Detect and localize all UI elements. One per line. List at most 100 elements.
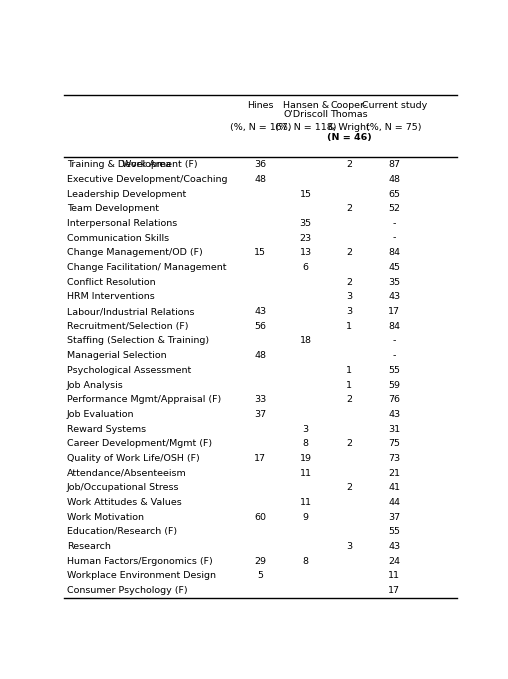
Text: -: - bbox=[393, 219, 396, 228]
Text: 17: 17 bbox=[388, 307, 400, 316]
Text: (%, N = 118): (%, N = 118) bbox=[275, 124, 336, 132]
Text: Education/Research (F): Education/Research (F) bbox=[67, 528, 177, 536]
Text: O'Driscoll: O'Driscoll bbox=[283, 110, 328, 120]
Text: 37: 37 bbox=[255, 410, 266, 419]
Text: Career Development/Mgmt (F): Career Development/Mgmt (F) bbox=[67, 439, 212, 448]
Text: 17: 17 bbox=[255, 454, 266, 463]
Text: 19: 19 bbox=[300, 454, 311, 463]
Text: -: - bbox=[393, 234, 396, 242]
Text: 37: 37 bbox=[388, 513, 400, 521]
Text: 56: 56 bbox=[255, 322, 266, 331]
Text: HRM Interventions: HRM Interventions bbox=[67, 293, 154, 301]
Text: 2: 2 bbox=[346, 483, 352, 492]
Text: Conflict Resolution: Conflict Resolution bbox=[67, 278, 155, 287]
Text: 45: 45 bbox=[388, 263, 400, 272]
Text: 76: 76 bbox=[388, 395, 400, 404]
Text: Staffing (Selection & Training): Staffing (Selection & Training) bbox=[67, 336, 209, 346]
Text: Leadership Development: Leadership Development bbox=[67, 189, 186, 198]
Text: 11: 11 bbox=[388, 572, 400, 581]
Text: 15: 15 bbox=[255, 249, 266, 257]
Text: 2: 2 bbox=[346, 160, 352, 169]
Text: 43: 43 bbox=[255, 307, 266, 316]
Text: Thomas: Thomas bbox=[330, 110, 368, 120]
Text: 87: 87 bbox=[388, 160, 400, 169]
Text: 41: 41 bbox=[388, 483, 400, 492]
Text: 84: 84 bbox=[388, 322, 400, 331]
Text: Psychological Assessment: Psychological Assessment bbox=[67, 366, 191, 375]
Text: 3: 3 bbox=[346, 293, 352, 301]
Text: 1: 1 bbox=[346, 322, 352, 331]
Text: Hansen &: Hansen & bbox=[282, 100, 329, 110]
Text: 48: 48 bbox=[388, 175, 400, 184]
Text: 36: 36 bbox=[255, 160, 266, 169]
Text: 48: 48 bbox=[255, 175, 266, 184]
Text: 44: 44 bbox=[388, 498, 400, 507]
Text: Attendance/Absenteeism: Attendance/Absenteeism bbox=[67, 469, 186, 477]
Text: 11: 11 bbox=[300, 469, 311, 477]
Text: 15: 15 bbox=[300, 189, 311, 198]
Text: 2: 2 bbox=[346, 249, 352, 257]
Text: Reward Systems: Reward Systems bbox=[67, 424, 146, 434]
Text: 1: 1 bbox=[346, 366, 352, 375]
Text: -: - bbox=[393, 336, 396, 346]
Text: 35: 35 bbox=[300, 219, 312, 228]
Text: 43: 43 bbox=[388, 410, 400, 419]
Text: (N = 46): (N = 46) bbox=[327, 132, 371, 142]
Text: Labour/Industrial Relations: Labour/Industrial Relations bbox=[67, 307, 194, 316]
Text: (%, N = 167): (%, N = 167) bbox=[230, 124, 291, 132]
Text: 55: 55 bbox=[388, 528, 400, 536]
Text: (%, N = 75): (%, N = 75) bbox=[366, 124, 422, 132]
Text: 3: 3 bbox=[346, 307, 352, 316]
Text: Job/Occupational Stress: Job/Occupational Stress bbox=[67, 483, 179, 492]
Text: 11: 11 bbox=[300, 498, 311, 507]
Text: 60: 60 bbox=[255, 513, 266, 521]
Text: 18: 18 bbox=[300, 336, 311, 346]
Text: Managerial Selection: Managerial Selection bbox=[67, 351, 166, 360]
Text: 55: 55 bbox=[388, 366, 400, 375]
Text: Current study: Current study bbox=[362, 100, 427, 110]
Text: Team Development: Team Development bbox=[67, 204, 158, 213]
Text: 59: 59 bbox=[388, 380, 400, 390]
Text: 23: 23 bbox=[300, 234, 312, 242]
Text: 33: 33 bbox=[254, 395, 267, 404]
Text: 24: 24 bbox=[388, 557, 400, 566]
Text: 17: 17 bbox=[388, 586, 400, 595]
Text: 3: 3 bbox=[303, 424, 309, 434]
Text: Workplace Environment Design: Workplace Environment Design bbox=[67, 572, 216, 581]
Text: 5: 5 bbox=[258, 572, 263, 581]
Text: & Wright: & Wright bbox=[328, 124, 370, 132]
Text: 75: 75 bbox=[388, 439, 400, 448]
Text: 8: 8 bbox=[303, 439, 309, 448]
Text: 43: 43 bbox=[388, 293, 400, 301]
Text: Interpersonal Relations: Interpersonal Relations bbox=[67, 219, 177, 228]
Text: 31: 31 bbox=[388, 424, 400, 434]
Text: Consumer Psychology (F): Consumer Psychology (F) bbox=[67, 586, 187, 595]
Text: Work Motivation: Work Motivation bbox=[67, 513, 144, 521]
Text: 3: 3 bbox=[346, 542, 352, 551]
Text: 2: 2 bbox=[346, 204, 352, 213]
Text: Research: Research bbox=[67, 542, 111, 551]
Text: Communication Skills: Communication Skills bbox=[67, 234, 169, 242]
Text: Recruitment/Selection (F): Recruitment/Selection (F) bbox=[67, 322, 188, 331]
Text: 21: 21 bbox=[388, 469, 400, 477]
Text: 29: 29 bbox=[255, 557, 266, 566]
Text: Hines: Hines bbox=[247, 100, 274, 110]
Text: 13: 13 bbox=[300, 249, 312, 257]
Text: Job Analysis: Job Analysis bbox=[67, 380, 123, 390]
Text: 73: 73 bbox=[388, 454, 400, 463]
Text: -: - bbox=[393, 351, 396, 360]
Text: Change Management/OD (F): Change Management/OD (F) bbox=[67, 249, 202, 257]
Text: Performance Mgmt/Appraisal (F): Performance Mgmt/Appraisal (F) bbox=[67, 395, 221, 404]
Text: Training & Development (F): Training & Development (F) bbox=[67, 160, 197, 169]
Text: 2: 2 bbox=[346, 439, 352, 448]
Text: 84: 84 bbox=[388, 249, 400, 257]
Text: Executive Development/Coaching: Executive Development/Coaching bbox=[67, 175, 227, 184]
Text: 48: 48 bbox=[255, 351, 266, 360]
Text: 52: 52 bbox=[388, 204, 400, 213]
Text: Cooper-: Cooper- bbox=[331, 100, 367, 110]
Text: Quality of Work Life/OSH (F): Quality of Work Life/OSH (F) bbox=[67, 454, 200, 463]
Text: 43: 43 bbox=[388, 542, 400, 551]
Text: Human Factors/Ergonomics (F): Human Factors/Ergonomics (F) bbox=[67, 557, 212, 566]
Text: Work Attitudes & Values: Work Attitudes & Values bbox=[67, 498, 181, 507]
Text: 65: 65 bbox=[388, 189, 400, 198]
